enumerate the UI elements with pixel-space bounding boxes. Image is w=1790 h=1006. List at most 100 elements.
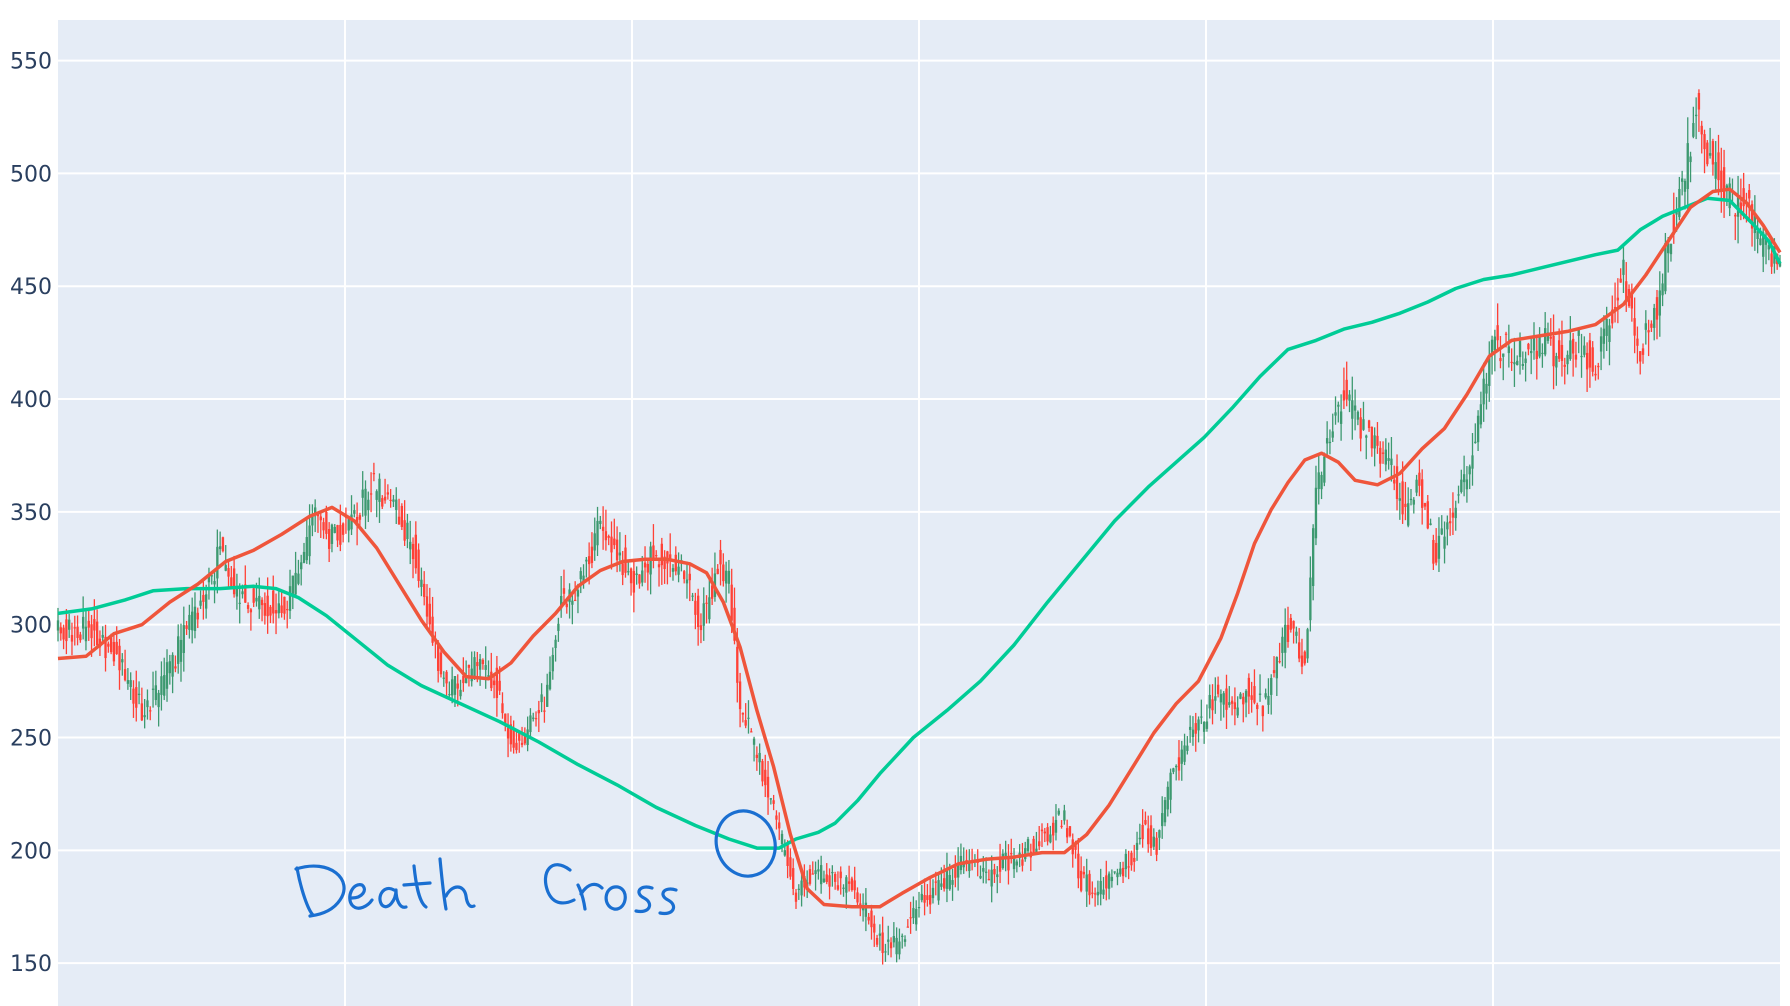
- candle-body: [733, 607, 736, 641]
- candle-body: [358, 515, 362, 520]
- candle-body: [847, 881, 851, 884]
- candle-body: [355, 516, 359, 527]
- candle-body: [635, 573, 638, 576]
- candle-body: [1052, 822, 1055, 836]
- candle-body: [1641, 348, 1645, 355]
- candle-body: [473, 657, 476, 678]
- candle-body: [923, 894, 926, 903]
- candle-body: [1661, 283, 1664, 296]
- y-tick-label: 150: [10, 952, 52, 977]
- candle-body: [1524, 358, 1527, 364]
- candle-body: [512, 729, 515, 748]
- candle-body: [1141, 824, 1144, 840]
- candle-body: [965, 859, 968, 862]
- candle-body: [361, 489, 364, 498]
- candle-body: [1636, 338, 1639, 346]
- candle-body: [557, 623, 560, 631]
- candle-body: [744, 720, 747, 726]
- candle-body: [1169, 772, 1172, 800]
- candle-body: [1099, 880, 1102, 895]
- candle-body: [1664, 243, 1667, 292]
- candle-body: [1412, 499, 1415, 505]
- candle-body: [772, 800, 775, 804]
- candle-body: [1734, 214, 1737, 217]
- candle-body: [1560, 344, 1564, 361]
- candle-body: [1068, 826, 1072, 836]
- candle-body: [1555, 356, 1558, 368]
- candle-body: [576, 590, 580, 597]
- candle-body: [587, 556, 591, 565]
- candle-body: [395, 499, 398, 510]
- candle-body: [381, 498, 384, 507]
- candle-body: [330, 524, 334, 544]
- candle-body: [845, 877, 848, 893]
- candle-body: [62, 627, 65, 640]
- candle-body: [901, 935, 904, 937]
- candle-body: [1057, 810, 1060, 815]
- candle-body: [808, 869, 812, 884]
- candle-body: [878, 933, 882, 936]
- death-cross-label: [294, 857, 678, 918]
- y-gridlines: [58, 59, 1780, 965]
- candle-body: [467, 664, 471, 668]
- candle-body: [833, 873, 837, 882]
- candle-body: [856, 892, 859, 903]
- candle-body: [895, 937, 898, 955]
- candle-body: [560, 595, 563, 609]
- candle-body: [1026, 839, 1030, 852]
- candle-body: [1653, 307, 1656, 328]
- candle-body: [1711, 141, 1715, 165]
- candle-body: [417, 549, 420, 581]
- candle-body: [1725, 185, 1729, 191]
- candle-body: [478, 658, 482, 670]
- candle-body: [420, 579, 423, 587]
- candle-body: [1200, 716, 1203, 718]
- candle-body: [990, 869, 993, 887]
- candle-body: [325, 511, 328, 534]
- candle-body: [1658, 290, 1661, 316]
- candle-body: [870, 910, 873, 928]
- candle-body: [160, 676, 163, 695]
- candle-body: [1482, 378, 1485, 405]
- candle-body: [1300, 655, 1304, 667]
- candle-body: [1222, 693, 1225, 705]
- candle-body: [618, 552, 622, 556]
- candle-body: [1032, 838, 1035, 853]
- candle-body: [1119, 868, 1122, 875]
- candle-body: [534, 718, 538, 720]
- candle-body: [1261, 705, 1265, 717]
- candle-body: [1460, 479, 1463, 492]
- candle-body: [1488, 355, 1491, 386]
- candle-body: [945, 869, 949, 889]
- candle-body: [269, 606, 272, 616]
- candle-body: [867, 916, 870, 921]
- candle-body: [1538, 335, 1541, 357]
- candle-body: [1448, 521, 1452, 524]
- candle-body: [1275, 657, 1278, 679]
- y-tick-label: 200: [10, 839, 52, 864]
- candle-body: [1686, 143, 1689, 190]
- candle-body: [730, 584, 733, 621]
- candle-body: [213, 581, 216, 585]
- candle-body: [1370, 426, 1374, 449]
- candle-body: [1161, 813, 1164, 827]
- candle-body: [1219, 694, 1223, 703]
- candle-body: [107, 643, 110, 647]
- candle-body: [1678, 188, 1681, 218]
- candle-body: [529, 715, 532, 733]
- candle-body: [1074, 842, 1077, 850]
- candle-body: [1722, 167, 1726, 199]
- candle-body: [593, 533, 596, 551]
- candle-body: [1314, 487, 1318, 539]
- candle-body: [1040, 829, 1044, 832]
- candle-body: [1762, 232, 1765, 257]
- candle-body: [1298, 642, 1301, 659]
- candle-body: [115, 641, 118, 655]
- candle-body: [811, 873, 814, 875]
- candle-body: [1502, 353, 1505, 357]
- candle-body: [940, 883, 943, 887]
- candle-body: [1602, 328, 1606, 344]
- candle-body: [917, 906, 921, 909]
- candle-body: [1116, 872, 1119, 878]
